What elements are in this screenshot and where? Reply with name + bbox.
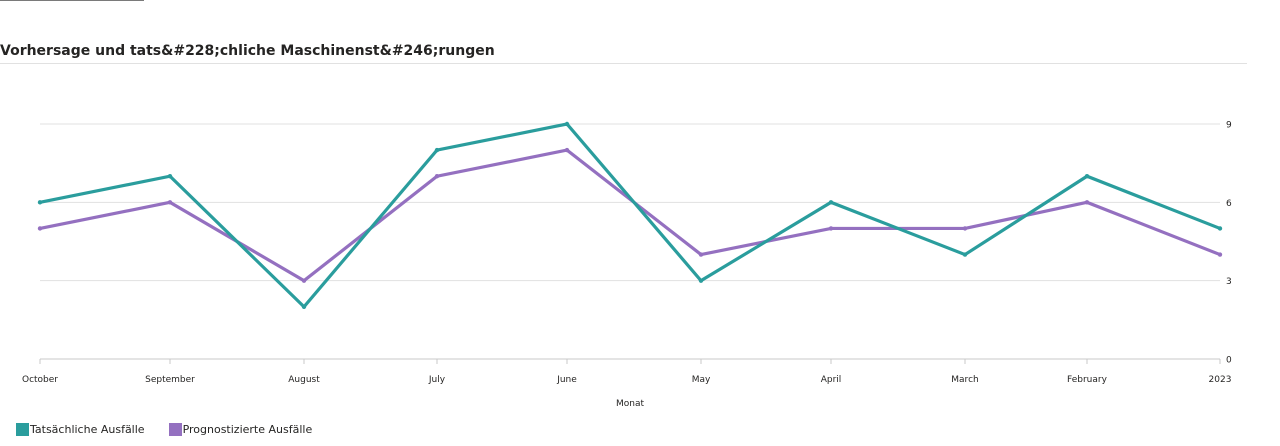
title-divider: [0, 63, 1247, 64]
data-point: [1217, 226, 1223, 231]
data-point: [962, 252, 968, 257]
y-tick-label-9: 9: [1226, 121, 1232, 131]
x-tick-label: February: [1067, 375, 1108, 385]
legend-label: Prognostizierte Ausfälle: [182, 423, 313, 436]
data-point: [1084, 200, 1090, 205]
data-point: [434, 174, 440, 179]
data-point: [564, 147, 570, 153]
x-tick-label: July: [428, 375, 446, 385]
x-tick-label: October: [22, 375, 58, 385]
data-point: [434, 147, 440, 153]
data-point: [37, 200, 43, 205]
data-point: [301, 304, 307, 309]
top-tab-indicator: [0, 0, 144, 1]
data-point: [301, 278, 307, 283]
x-tick-label: September: [145, 375, 195, 385]
chart-title: Vorhersage und tats&#228;chliche Maschin…: [0, 43, 495, 59]
y-tick-label-6: 6: [1226, 199, 1232, 209]
data-point: [564, 121, 570, 127]
data-point: [962, 226, 968, 231]
data-point: [167, 174, 173, 179]
y-tick-label-0: 0: [1226, 356, 1232, 366]
legend-item-1[interactable]: Prognostizierte Ausfälle: [168, 423, 313, 436]
legend-item-0[interactable]: Tatsächliche Ausfälle: [16, 423, 145, 436]
data-point: [698, 278, 704, 283]
data-point: [698, 252, 704, 257]
legend-swatch: [168, 423, 182, 436]
data-point: [1084, 174, 1090, 179]
x-tick-label: June: [556, 375, 577, 385]
legend-swatch: [16, 423, 29, 436]
legend: Tatsächliche Ausfälle Prognostizierte Aus…: [16, 423, 312, 436]
data-point: [828, 200, 834, 205]
x-tick-label: August: [288, 375, 320, 385]
series-line-0: [38, 122, 1222, 310]
y-tick-label-3: 3: [1226, 277, 1232, 287]
data-point: [828, 226, 834, 231]
data-point: [167, 200, 173, 205]
x-tick-label: May: [692, 375, 711, 385]
series-line-1: [38, 148, 1222, 283]
x-tick-label: 2023: [1209, 375, 1232, 385]
legend-label: Tatsächliche Ausfälle: [30, 423, 145, 436]
x-axis-title: Monat: [616, 399, 644, 409]
data-point: [1217, 252, 1223, 257]
data-point: [37, 226, 43, 231]
x-tick-label: March: [951, 375, 978, 385]
x-tick-label: April: [821, 375, 842, 385]
